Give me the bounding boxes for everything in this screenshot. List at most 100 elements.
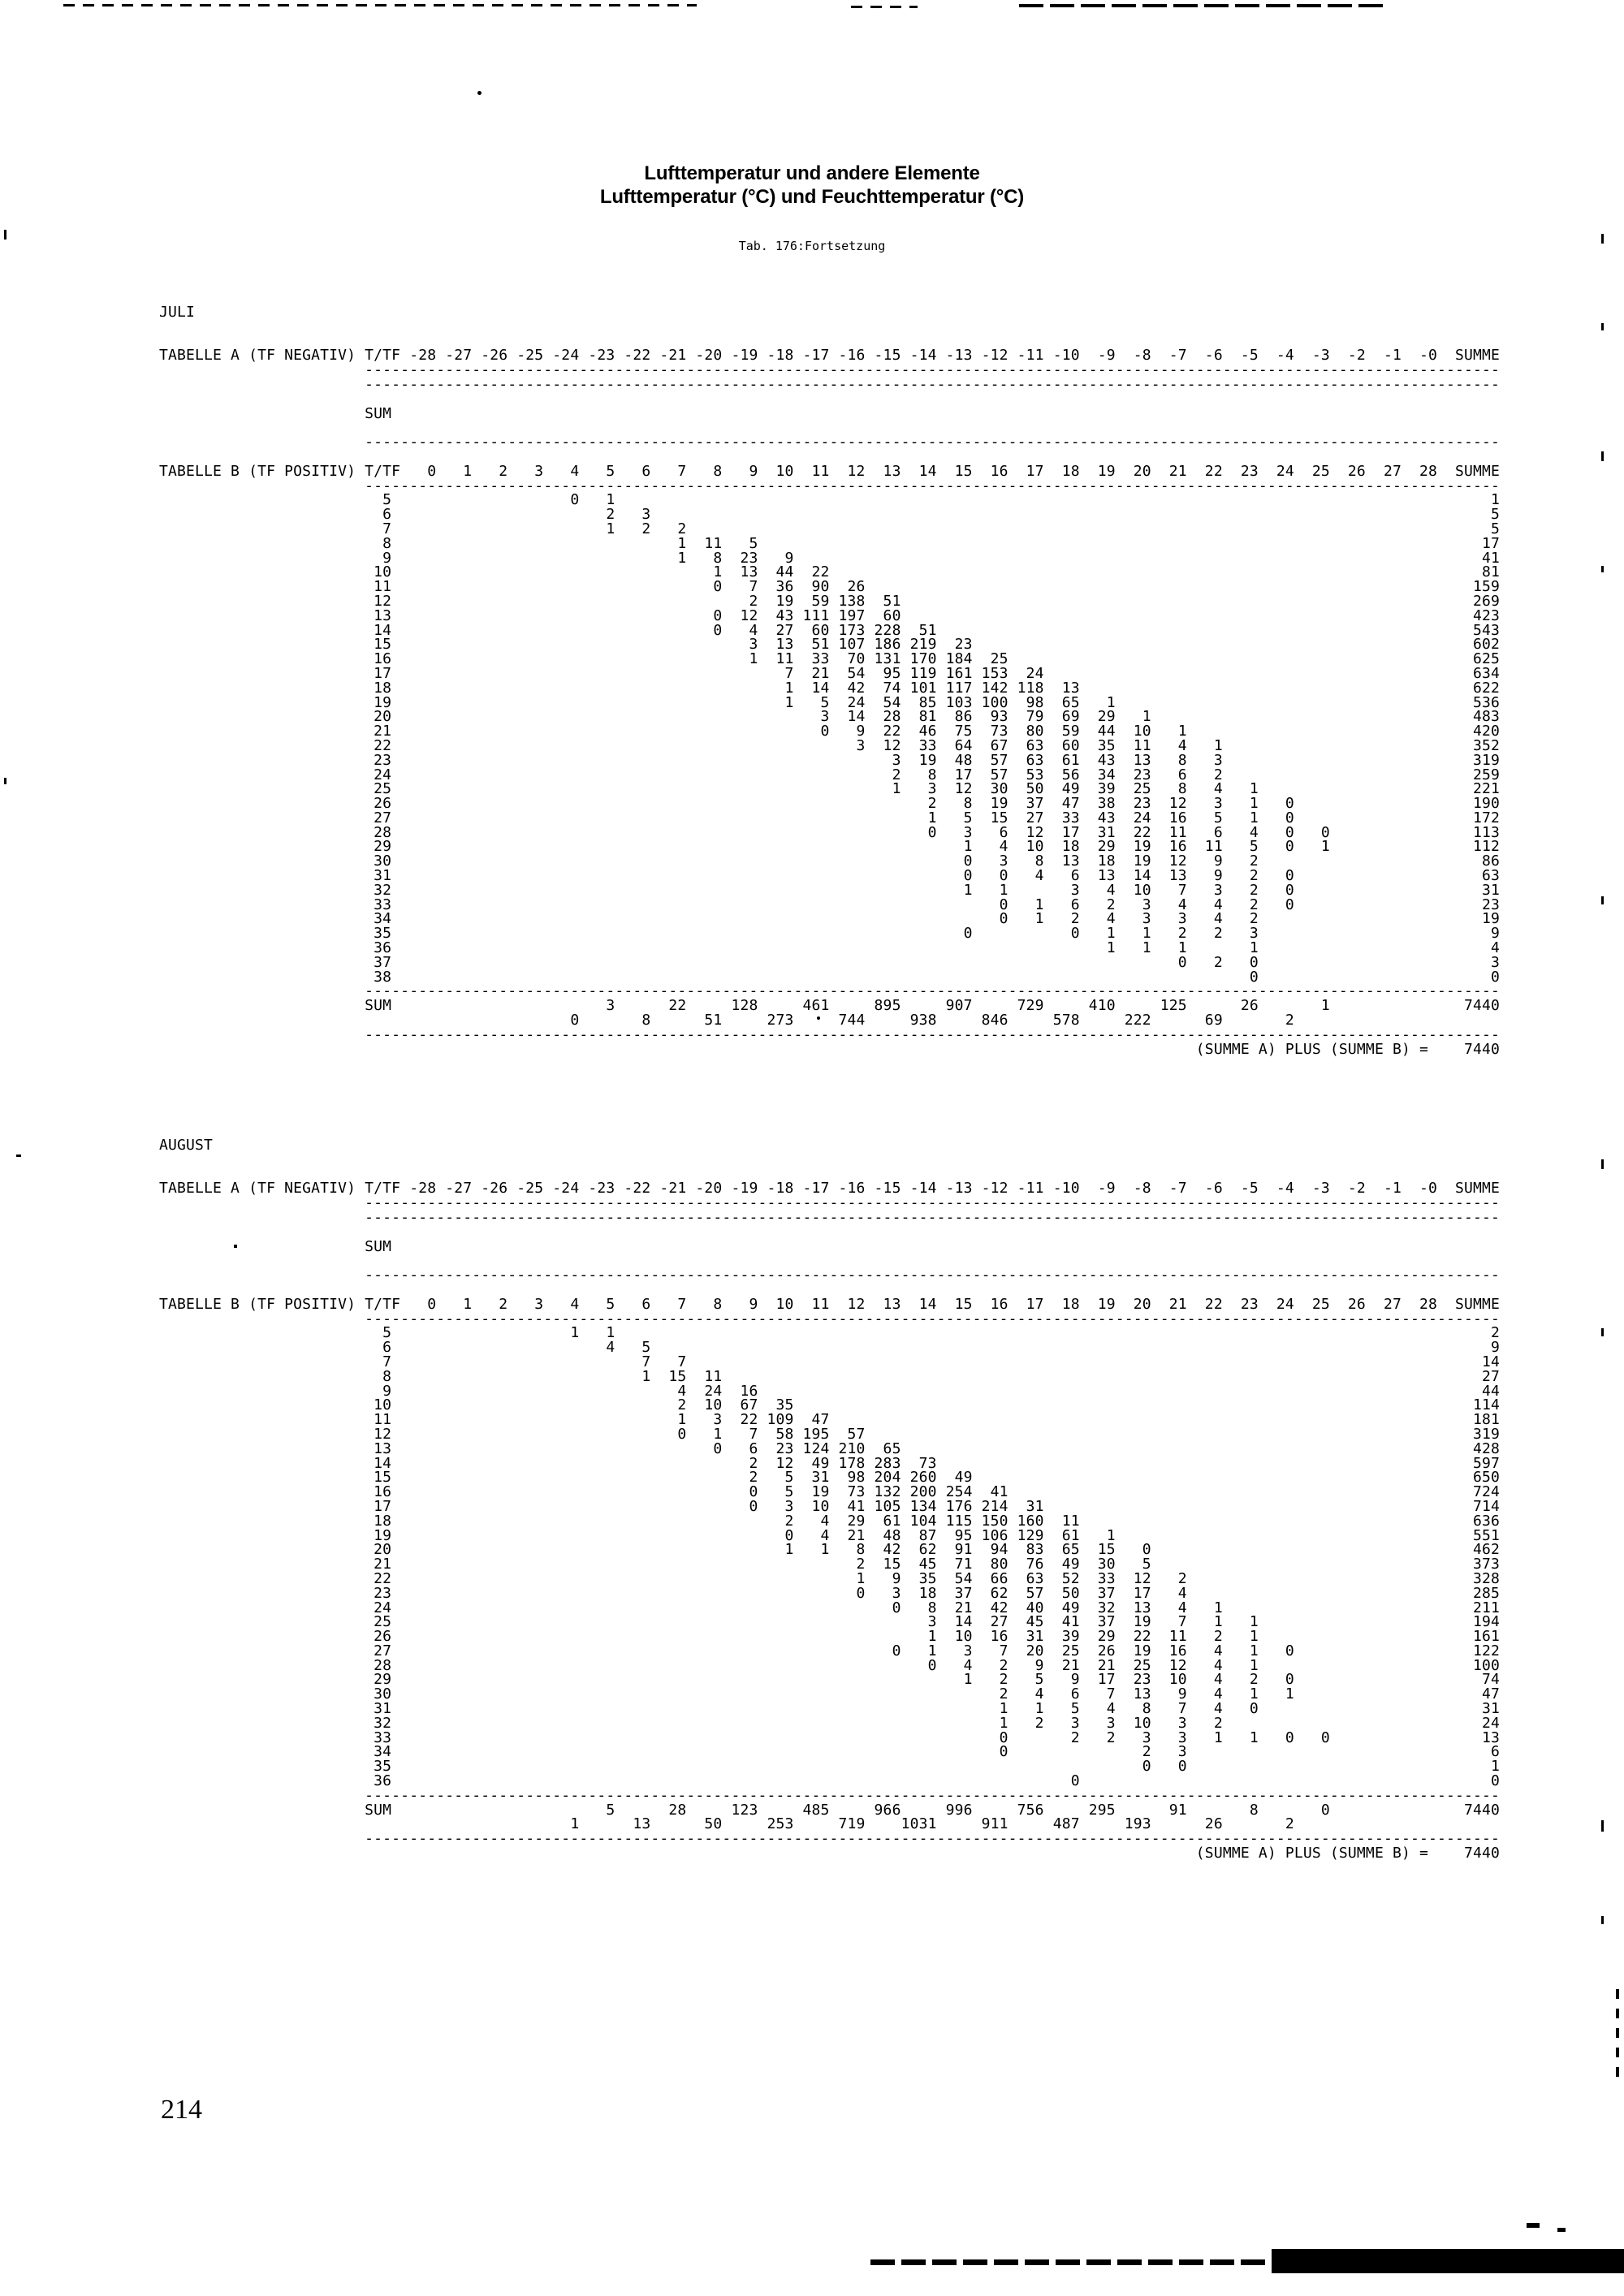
table-row: 5 1 1 2 xyxy=(382,1324,1501,1342)
table-row: 14 2 12 49 178 283 73 597 xyxy=(374,1454,1501,1472)
sum-row-odd: SUM 3 22 128 461 895 907 729 410 125 26 … xyxy=(365,997,1501,1015)
table-row: 38 0 0 xyxy=(374,968,1501,986)
table-row: 6 4 5 9 xyxy=(382,1339,1501,1357)
divider: ----------------------------------------… xyxy=(365,375,1501,393)
table-row: 21 2 15 45 71 80 76 49 30 5 373 xyxy=(374,1556,1501,1573)
scan-artifact-right-mark-5 xyxy=(1601,896,1604,904)
table-row: 24 0 8 21 42 40 49 32 13 4 1 211 xyxy=(374,1599,1501,1616)
table-row: 26 1 10 16 31 39 29 22 11 2 1 161 xyxy=(374,1628,1501,1646)
table-row: 22 3 12 33 64 67 63 60 35 11 4 1 352 xyxy=(374,736,1501,754)
table-row: 17 0 3 10 41 105 134 176 214 31 714 xyxy=(374,1497,1501,1515)
table-row: 20 1 1 8 42 62 91 94 83 65 15 0 462 xyxy=(374,1541,1501,1559)
scan-artifact-bottom-bar xyxy=(1272,2249,1624,2273)
table-row: 30 2 4 6 7 13 9 4 1 1 47 xyxy=(374,1685,1501,1703)
table-row: 30 0 3 8 13 18 19 12 9 2 86 xyxy=(374,852,1501,870)
table-row: 12 2 19 59 138 51 269 xyxy=(374,592,1501,610)
table-row: 14 0 4 27 60 173 228 51 543 xyxy=(374,621,1501,639)
scan-artifact-bottom-dashes xyxy=(870,2259,1267,2265)
table-a-header: TABELLE A (TF NEGATIV) T/TF -28 -27 -26 … xyxy=(159,1180,1501,1198)
table-row: 24 2 8 17 57 53 56 34 23 6 2 259 xyxy=(374,766,1501,783)
scan-artifact-right-mark-3 xyxy=(1601,451,1604,461)
scan-artifact-right-dashes xyxy=(1616,1989,1619,2087)
table-row: 16 1 11 33 70 131 170 184 25 625 xyxy=(374,650,1501,668)
table-row: 5 0 1 1 xyxy=(382,491,1501,509)
divider: ----------------------------------------… xyxy=(365,1786,1501,1804)
table-row: 13 0 6 23 124 210 65 428 xyxy=(374,1439,1501,1457)
table-row: 18 2 4 29 61 104 115 150 160 11 636 xyxy=(374,1512,1501,1530)
scan-artifact-right-mark-8 xyxy=(1601,1820,1604,1832)
table-row: 29 1 2 5 9 17 23 10 4 2 0 74 xyxy=(374,1671,1501,1689)
table-row: 12 0 1 7 58 195 57 319 xyxy=(374,1425,1501,1443)
sum-label: SUM xyxy=(365,404,392,422)
table-row: 11 0 7 36 90 26 159 xyxy=(374,578,1501,596)
table-row: 11 1 3 22 109 47 181 xyxy=(374,1411,1501,1429)
divider: ----------------------------------------… xyxy=(365,1267,1501,1284)
divider: ----------------------------------------… xyxy=(365,982,1501,1000)
table-row: 28 0 3 6 12 17 31 22 11 6 4 0 0 113 xyxy=(374,823,1501,841)
scan-artifact-left-mark-1 xyxy=(4,230,6,240)
sum-label: SUM xyxy=(365,1237,392,1255)
table-caption: Tab. 176:Fortsetzung xyxy=(738,239,886,253)
scan-artifact-tick-2 xyxy=(1557,2228,1566,2232)
scan-artifact-top-dashes-left xyxy=(63,4,697,6)
table-a-header: TABELLE A (TF NEGATIV) T/TF -28 -27 -26 … xyxy=(159,347,1501,365)
table-row: 32 1 1 3 4 10 7 3 2 0 31 xyxy=(374,881,1501,899)
table-row: 9 1 8 23 9 41 xyxy=(382,549,1501,567)
table-row: 15 2 5 31 98 204 260 49 650 xyxy=(374,1469,1501,1487)
table-row: 20 3 14 28 81 86 93 79 69 29 1 483 xyxy=(374,708,1501,726)
table-row: 31 1 1 5 4 8 7 4 0 31 xyxy=(374,1700,1501,1718)
scan-artifact-tick-1 xyxy=(1527,2223,1540,2228)
sum-row-even: 1 13 50 253 719 1031 911 487 193 26 2 xyxy=(570,1815,1294,1833)
table-row: 16 0 5 19 73 132 200 254 41 724 xyxy=(374,1483,1501,1501)
table-row: 29 1 4 10 18 29 19 16 11 5 0 1 112 xyxy=(374,838,1501,856)
scan-artifact-speck-1 xyxy=(16,1154,21,1157)
table-b-header: TABELLE B (TF POSITIV) T/TF 0 1 2 3 4 5 … xyxy=(159,462,1501,480)
sum-row-even: 0 8 51 273 744 938 846 578 222 69 2 xyxy=(570,1012,1294,1029)
table-row: 33 0 2 2 3 3 1 1 0 0 13 xyxy=(374,1728,1501,1746)
table-row: 27 1 5 15 27 33 43 24 16 5 1 0 172 xyxy=(374,809,1501,826)
table-row: 37 0 2 0 3 xyxy=(374,953,1501,971)
table-row: 17 7 21 54 95 119 161 153 24 634 xyxy=(374,664,1501,682)
scan-artifact-right-mark-7 xyxy=(1601,1328,1604,1336)
sum-row-odd: SUM 5 28 123 485 966 996 756 295 91 8 0 … xyxy=(365,1801,1501,1819)
table-row: 19 1 5 24 54 85 103 100 98 65 1 536 xyxy=(374,693,1501,711)
page-subtitle: Lufttemperatur (°C) und Feuchttemperatur… xyxy=(599,186,1025,208)
divider: ----------------------------------------… xyxy=(365,1830,1501,1848)
table-row: 34 0 2 3 6 xyxy=(374,1743,1501,1761)
table-row: 33 0 1 6 2 3 4 4 2 0 23 xyxy=(374,896,1501,913)
table-row: 9 4 24 16 44 xyxy=(382,1382,1501,1400)
page-number: 214 xyxy=(161,2095,202,2125)
scan-artifact-right-mark-1 xyxy=(1601,234,1604,244)
table-row: 23 3 19 48 57 63 61 43 13 8 3 319 xyxy=(374,751,1501,769)
table-row: 26 2 8 19 37 47 38 23 12 3 1 0 190 xyxy=(374,795,1501,813)
table-row: 36 1 1 1 1 4 xyxy=(374,939,1501,957)
scan-artifact-sum-dot xyxy=(817,1016,820,1020)
table-row: 8 1 15 11 27 xyxy=(382,1367,1501,1385)
table-row: 8 1 11 5 17 xyxy=(382,534,1501,552)
table-row: 18 1 14 42 74 101 117 142 118 13 622 xyxy=(374,679,1501,697)
table-row: 27 0 1 3 7 20 25 26 19 16 4 1 0 122 xyxy=(374,1642,1501,1659)
divider: ----------------------------------------… xyxy=(365,434,1501,451)
table-row: 31 0 0 4 6 13 14 13 9 2 0 63 xyxy=(374,867,1501,885)
divider: ----------------------------------------… xyxy=(365,1208,1501,1226)
month-section-august: AUGUST TABELLE A (TF NEGATIV) T/TF -28 -… xyxy=(159,1138,1500,1861)
table-row: 6 2 3 5 xyxy=(382,506,1501,524)
scan-artifact-right-mark-9 xyxy=(1601,1916,1604,1924)
table-row: 23 0 3 18 37 62 57 50 37 17 4 285 xyxy=(374,1584,1501,1602)
scan-artifact-right-mark-4 xyxy=(1601,566,1604,572)
scan-artifact-dot xyxy=(477,91,482,95)
table-row: 25 3 14 27 45 41 37 19 7 1 1 194 xyxy=(374,1613,1501,1631)
table-row: 25 1 3 12 30 50 49 39 25 8 4 1 221 xyxy=(374,780,1501,798)
divider: ----------------------------------------… xyxy=(365,477,1501,494)
scan-artifact-left-mark-2 xyxy=(4,778,6,784)
table-row: 15 3 13 51 107 186 219 23 602 xyxy=(374,636,1501,654)
table-row: 34 0 1 2 4 3 3 4 2 19 xyxy=(374,910,1501,928)
divider: ----------------------------------------… xyxy=(365,361,1501,379)
table-row: 35 0 0 1 1 2 2 3 9 xyxy=(374,925,1501,943)
divider: ----------------------------------------… xyxy=(365,1025,1501,1043)
table-row: 32 1 2 3 3 10 3 2 24 xyxy=(374,1714,1501,1732)
table-row: 13 0 12 43 111 197 60 423 xyxy=(374,606,1501,624)
scan-artifact-top-dashes-mid xyxy=(851,6,918,8)
grand-total-row: (SUMME A) PLUS (SUMME B) = 7440 xyxy=(1195,1845,1501,1862)
